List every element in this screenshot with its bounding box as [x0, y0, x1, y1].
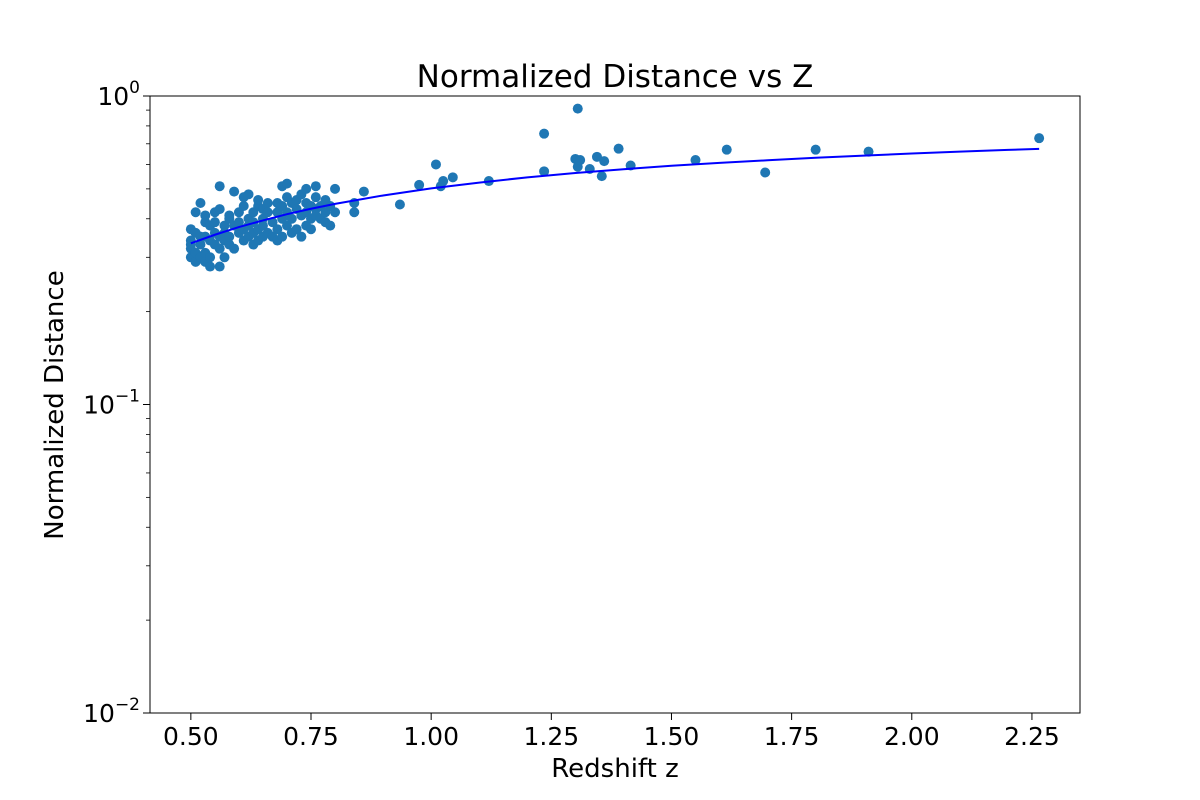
y-tick-label-base: 10 — [97, 82, 129, 111]
scatter-point — [358, 186, 369, 197]
scatter-point — [1034, 133, 1045, 144]
plot-frame — [149, 95, 1081, 714]
scatter-point — [195, 239, 206, 250]
scatter-point — [214, 204, 225, 215]
x-tick-label: 1.00 — [403, 722, 459, 751]
scatter-point — [599, 156, 610, 167]
scatter-point — [310, 181, 321, 192]
scatter-point — [572, 103, 583, 114]
scatter-point — [219, 252, 230, 263]
scatter-point — [253, 195, 264, 206]
y-tick-label-base: 10 — [83, 391, 115, 420]
scatter-series — [185, 103, 1045, 272]
y-tick-label-exponent: −1 — [115, 387, 140, 407]
scatter-point — [721, 144, 732, 155]
scatter-point — [214, 181, 225, 192]
scatter-point — [349, 207, 360, 218]
scatter-point — [539, 128, 550, 139]
scatter-point — [810, 144, 821, 155]
scatter-point — [591, 151, 602, 162]
scatter-point — [596, 171, 607, 182]
scatter-point — [863, 146, 874, 157]
plot-content — [185, 103, 1045, 272]
scatter-point — [301, 183, 312, 194]
scatter-point — [205, 252, 216, 263]
scatter-point — [272, 224, 283, 235]
scatter-point — [190, 207, 201, 218]
y-minor-ticks — [146, 109, 150, 621]
scatter-point — [200, 210, 211, 221]
scatter-point — [613, 143, 624, 154]
x-tick-label: 1.75 — [764, 722, 820, 751]
scatter-point — [214, 261, 225, 272]
scatter-point — [296, 231, 307, 242]
scatter-point — [257, 220, 268, 231]
scatter-point — [447, 172, 458, 183]
x-axis-label: Redshift z — [551, 754, 678, 784]
scatter-point — [229, 243, 240, 254]
scatter-point — [306, 224, 317, 235]
scatter-point — [195, 197, 206, 208]
y-tick-label-exponent: −2 — [115, 695, 140, 715]
scatter-point — [438, 176, 449, 187]
scatter-point — [310, 192, 321, 203]
y-tick-label-base: 10 — [83, 699, 115, 728]
scatter-point — [262, 197, 273, 208]
scatter-point — [281, 178, 292, 189]
x-tick-label: 2.00 — [884, 722, 940, 751]
scatter-point — [224, 231, 235, 242]
y-axis-label: Normalized Distance — [40, 270, 70, 539]
scatter-point — [205, 261, 216, 272]
x-tick-label: 2.25 — [1004, 722, 1060, 751]
x-ticks: 0.50 0.75 1.00 1.25 1.50 1.75 2.00 2.25 — [163, 713, 1060, 751]
x-tick-label: 0.50 — [163, 722, 219, 751]
scatter-point — [243, 189, 254, 200]
scatter-point — [262, 207, 273, 218]
scatter-point — [238, 200, 249, 211]
scatter-point — [291, 224, 302, 235]
y-tick-label: 10−2 — [83, 695, 140, 728]
y-tick-label: 10−1 — [83, 387, 140, 420]
scatter-point — [325, 220, 336, 231]
scatter-point — [233, 217, 244, 228]
scatter-point — [229, 186, 240, 197]
x-tick-label: 1.50 — [644, 722, 700, 751]
fit-line-series — [190, 147, 1040, 245]
scatter-point — [209, 217, 220, 228]
scatter-point — [286, 213, 297, 224]
scatter-point — [690, 155, 701, 166]
scatter-point — [330, 183, 341, 194]
scatter-point — [214, 243, 225, 254]
scatter-point — [760, 167, 771, 178]
scatter-point — [224, 210, 235, 221]
x-tick-label: 1.25 — [523, 722, 579, 751]
scatter-point — [277, 231, 288, 242]
fit-line — [190, 147, 1040, 245]
scatter-point — [414, 179, 425, 190]
chart-title: Normalized Distance vs Z — [417, 59, 814, 95]
plot-area-background — [150, 96, 1080, 713]
scatter-point — [267, 217, 278, 228]
x-tick-label: 0.75 — [283, 722, 339, 751]
y-tick-label-exponent: 0 — [129, 78, 140, 98]
scatter-point — [330, 207, 341, 218]
scatter-point — [539, 166, 550, 177]
scatter-point — [575, 155, 586, 166]
scatter-point — [394, 199, 405, 210]
y-tick-label: 100 — [97, 78, 140, 111]
scatter-point — [430, 159, 441, 170]
